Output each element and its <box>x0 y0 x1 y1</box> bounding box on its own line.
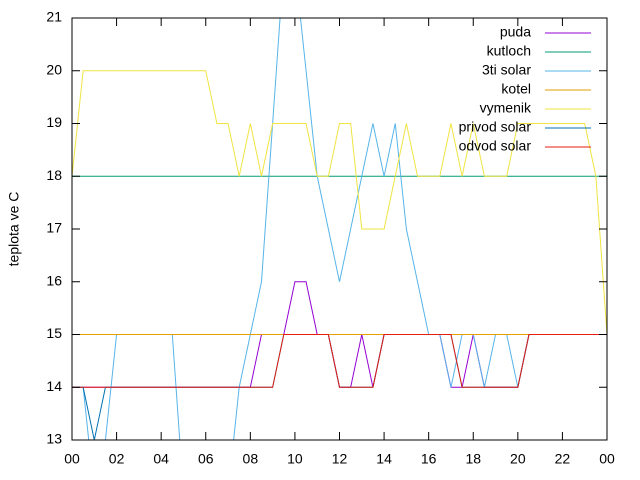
legend-label: odvod solar <box>459 138 532 154</box>
legend-label: privod solar <box>459 119 532 135</box>
x-tick-label: 10 <box>287 451 303 467</box>
y-tick-label: 13 <box>46 431 62 447</box>
legend-label: vymenik <box>480 100 532 116</box>
series-line <box>72 334 607 388</box>
y-tick-label: 18 <box>46 167 62 183</box>
legend-label: kotel <box>501 81 531 97</box>
legend-label: 3ti solar <box>482 62 531 78</box>
x-tick-label: 08 <box>243 451 259 467</box>
x-tick-label: 18 <box>465 451 481 467</box>
y-axis-label: teplota ve C <box>6 192 22 267</box>
y-tick-label: 14 <box>46 378 62 394</box>
plot-area <box>72 18 607 440</box>
y-tick-label: 15 <box>46 325 62 341</box>
x-tick-label: 00 <box>64 451 80 467</box>
x-tick-label: 14 <box>376 451 392 467</box>
y-tick-label: 19 <box>46 114 62 130</box>
x-tick-label: 22 <box>555 451 571 467</box>
y-tick-label: 16 <box>46 272 62 288</box>
x-tick-label: 20 <box>510 451 526 467</box>
y-tick-label: 21 <box>46 9 62 25</box>
x-tick-label: 00 <box>599 451 615 467</box>
legend-label: puda <box>500 24 531 40</box>
x-tick-label: 02 <box>109 451 125 467</box>
y-tick-label: 20 <box>46 61 62 77</box>
x-tick-label: 16 <box>421 451 437 467</box>
x-tick-label: 04 <box>153 451 169 467</box>
legend-label: kutloch <box>487 43 531 59</box>
y-tick-label: 17 <box>46 220 62 236</box>
x-tick-label: 12 <box>332 451 348 467</box>
x-tick-label: 06 <box>198 451 214 467</box>
series-line <box>72 70 607 335</box>
